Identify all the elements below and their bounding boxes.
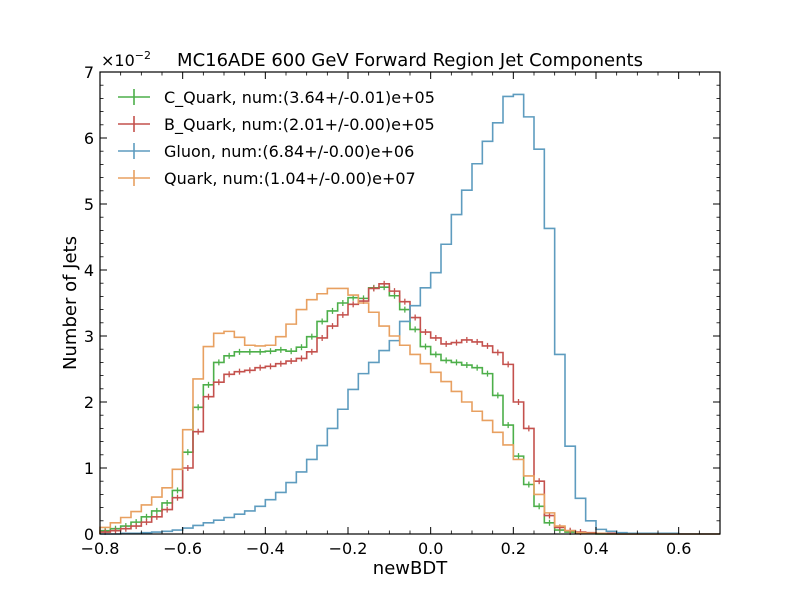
y-axis-multiplier-base: ×10 (101, 51, 135, 70)
legend-item: Quark, num:(1.04+/-0.00)e+07 (118, 169, 416, 188)
y-tick-label: 7 (84, 63, 94, 82)
x-tick-label: −0.8 (81, 539, 120, 558)
x-tick-label: −0.4 (246, 539, 285, 558)
x-tick-label: 0.6 (666, 539, 691, 558)
legend-label: B_Quark, num:(2.01+/-0.00)e+05 (164, 115, 435, 135)
series-layer (99, 93, 720, 536)
chart-title: MC16ADE 600 GeV Forward Region Jet Compo… (177, 50, 643, 71)
y-tick-label: 4 (84, 261, 94, 280)
series-3 (99, 287, 720, 535)
plot-frame (99, 71, 721, 535)
x-axis-label: newBDT (373, 558, 448, 579)
x-tick-label: −0.2 (329, 539, 368, 558)
x-tick-label: 0.4 (583, 539, 608, 558)
x-tick-label: 0.0 (418, 539, 443, 558)
legend: C_Quark, num:(3.64+/-0.01)e+05 B_Quark, n… (118, 88, 435, 188)
y-axis-multiplier-exponent: −2 (135, 49, 151, 62)
legend-item: Gluon, num:(6.84+/-0.00)e+06 (118, 142, 414, 161)
x-tick-label: 0.2 (501, 539, 526, 558)
legend-item: C_Quark, num:(3.64+/-0.01)e+05 (118, 88, 435, 108)
legend-label: C_Quark, num:(3.64+/-0.01)e+05 (164, 88, 435, 108)
legend-item: B_Quark, num:(2.01+/-0.00)e+05 (118, 115, 435, 135)
y-axis-label: Number of Jets (60, 236, 81, 370)
legend-label: Gluon, num:(6.84+/-0.00)e+06 (164, 142, 414, 161)
series-step-line (99, 287, 720, 535)
y-tick-label: 1 (84, 459, 94, 478)
y-tick-label: 2 (84, 393, 94, 412)
y-tick-label: 5 (84, 195, 94, 214)
y-tick-label: 3 (84, 327, 94, 346)
y-tick-label: 6 (84, 129, 94, 148)
legend-label: Quark, num:(1.04+/-0.00)e+07 (164, 169, 416, 188)
y-tick-label: 0 (84, 525, 94, 544)
x-tick-label: −0.6 (163, 539, 202, 558)
y-axis-multiplier: ×10−2 (101, 49, 151, 70)
